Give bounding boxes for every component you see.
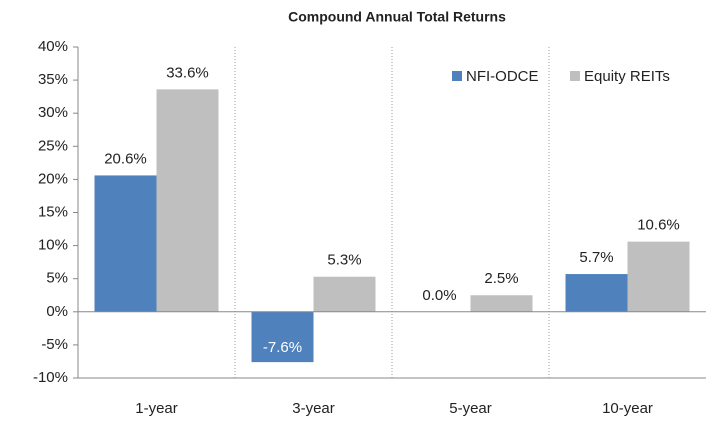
data-label: 20.6%	[104, 150, 147, 167]
legend-swatch	[570, 71, 580, 81]
y-tick-label: 20%	[38, 170, 68, 187]
bar	[251, 311, 314, 363]
bar	[470, 295, 533, 312]
y-tick-label: 10%	[38, 237, 68, 254]
bar	[94, 175, 157, 312]
y-tick-label: 35%	[38, 71, 68, 88]
legend-swatch	[452, 71, 462, 81]
y-tick-label: 30%	[38, 104, 68, 121]
x-tick-label: 10-year	[602, 400, 653, 417]
y-tick-label: 15%	[38, 203, 68, 220]
data-label: 5.7%	[579, 249, 613, 266]
y-tick-label: -5%	[41, 336, 68, 353]
y-tick-label: 25%	[38, 137, 68, 154]
bar	[156, 89, 219, 312]
bar	[627, 241, 690, 312]
data-label: 10.6%	[637, 217, 680, 234]
chart-title: Compound Annual Total Returns	[288, 9, 506, 25]
bar	[565, 274, 628, 312]
y-tick-label: 5%	[46, 270, 68, 287]
legend-label: Equity REITs	[584, 68, 670, 85]
data-label: 2.5%	[484, 270, 518, 287]
x-tick-label: 5-year	[449, 400, 492, 417]
data-label: 0.0%	[422, 287, 456, 304]
legend-label: NFI-ODCE	[466, 68, 539, 85]
data-label: -7.6%	[263, 339, 302, 356]
x-tick-label: 1-year	[135, 400, 178, 417]
x-tick-label: 3-year	[292, 400, 335, 417]
y-tick-label: -10%	[33, 369, 68, 386]
y-tick-label: 40%	[38, 38, 68, 55]
data-label: 5.3%	[327, 252, 361, 269]
data-label: 33.6%	[166, 64, 209, 81]
bar	[313, 276, 376, 312]
y-tick-label: 0%	[46, 303, 68, 320]
